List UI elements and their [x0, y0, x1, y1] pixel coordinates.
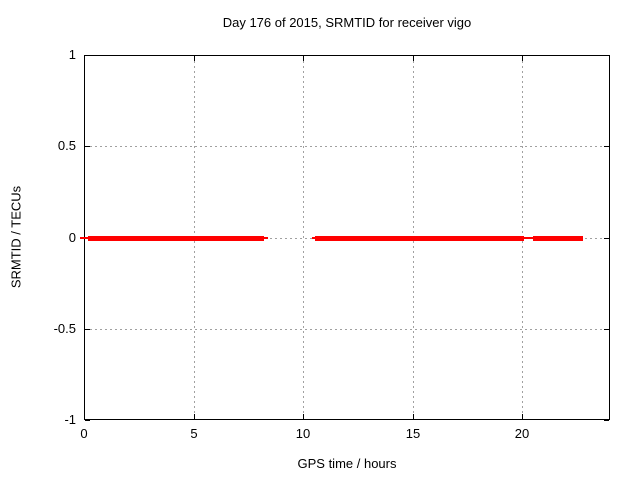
- x-tick-mirror: [194, 56, 195, 61]
- x-axis-label: GPS time / hours: [297, 456, 397, 471]
- y-tick-mirror: [604, 55, 609, 56]
- x-tick-mirror: [303, 56, 304, 61]
- y-gridline: [85, 146, 609, 147]
- y-tick-mirror: [604, 146, 609, 147]
- x-tick-label: 10: [295, 426, 311, 441]
- x-tick: [194, 414, 195, 419]
- x-tick: [522, 414, 523, 419]
- chart-title: Day 176 of 2015, SRMTID for receiver vig…: [222, 15, 472, 30]
- y-tick-label: 1: [68, 47, 76, 62]
- y-tick-label: -0.5: [53, 321, 76, 336]
- y-tick: [85, 420, 90, 421]
- y-tick: [85, 146, 90, 147]
- y-tick-mirror: [604, 329, 609, 330]
- x-tick-label: 15: [405, 426, 421, 441]
- x-tick-mirror: [84, 56, 85, 61]
- y-tick-label: 0.5: [57, 138, 76, 153]
- y-gridline: [85, 329, 609, 330]
- y-tick-mirror: [604, 238, 609, 239]
- x-tick: [303, 414, 304, 419]
- x-tick-label: 0: [80, 426, 88, 441]
- data-segment-thin: [264, 237, 268, 239]
- x-tick-mirror: [522, 56, 523, 61]
- y-tick: [85, 329, 90, 330]
- y-tick-label: 0: [68, 230, 76, 245]
- data-segment-thick: [88, 236, 264, 241]
- y-tick-label: -1: [64, 412, 76, 427]
- data-segment-thin: [312, 237, 315, 239]
- data-segment-thin: [80, 237, 89, 239]
- x-gridline: [303, 56, 304, 419]
- data-segment-thin: [524, 237, 533, 239]
- data-segment-thick: [315, 236, 524, 241]
- data-segment-thick: [533, 236, 583, 241]
- x-tick-label: 5: [190, 426, 198, 441]
- x-tick-mirror: [413, 56, 414, 61]
- y-tick-mirror: [604, 420, 609, 421]
- x-tick: [84, 414, 85, 419]
- y-tick: [85, 55, 90, 56]
- x-tick-label: 20: [514, 426, 530, 441]
- x-tick: [413, 414, 414, 419]
